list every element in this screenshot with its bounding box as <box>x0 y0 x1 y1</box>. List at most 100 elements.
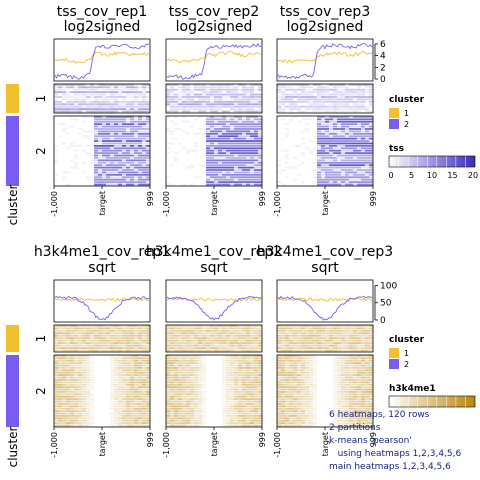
heatmap-cell <box>210 125 215 128</box>
heatmap-cell <box>353 144 358 147</box>
heatmap-cell <box>357 405 362 408</box>
heatmap-cell <box>122 178 127 181</box>
heatmap-cell <box>333 412 338 415</box>
heatmap-cell <box>198 415 203 417</box>
heatmap-cell <box>54 329 59 332</box>
heatmap-cell <box>54 419 59 422</box>
heatmap-cell <box>365 422 370 424</box>
heatmap-cell <box>190 393 195 396</box>
heatmap-cell <box>198 347 203 349</box>
heatmap-cell <box>110 125 115 128</box>
heatmap-cell <box>285 415 290 417</box>
heatmap-cell <box>333 327 338 330</box>
heatmap-cell <box>74 86 79 89</box>
heatmap-cell <box>94 84 99 86</box>
heatmap-cell <box>206 171 211 174</box>
heatmap-cell <box>130 159 135 162</box>
heatmap-cell <box>194 118 199 121</box>
heatmap-cell <box>210 157 215 159</box>
heatmap-cell <box>142 135 147 138</box>
heatmap-cell <box>246 398 251 400</box>
heatmap-cell <box>250 128 255 130</box>
heatmap-cell <box>146 116 151 118</box>
heatmap-cell <box>178 100 183 103</box>
heatmap-cell <box>254 400 259 403</box>
heatmap-cell <box>246 374 251 376</box>
heatmap-cell <box>114 383 119 386</box>
heatmap-cell <box>345 424 350 427</box>
heatmap-cell <box>114 93 119 96</box>
heatmap-cell <box>70 96 75 98</box>
heatmap-cell <box>329 98 334 101</box>
heatmap-cell <box>94 329 99 332</box>
heatmap-cell <box>289 391 294 393</box>
heatmap-cell <box>62 332 67 335</box>
heatmap-cell <box>166 100 171 103</box>
heatmap-cell <box>182 362 187 364</box>
heatmap-cell <box>134 132 139 135</box>
heatmap-cell <box>305 367 310 369</box>
heatmap-cell <box>321 334 326 337</box>
heatmap-cell <box>114 166 119 169</box>
heatmap-cell <box>234 144 239 147</box>
heatmap-cell <box>321 110 326 113</box>
heatmap-cell <box>277 105 282 108</box>
heatmap-cell <box>194 327 199 330</box>
heatmap-cell <box>122 407 127 410</box>
heatmap-cell <box>134 125 139 128</box>
heatmap-cell <box>297 371 302 374</box>
heatmap-cell <box>285 105 290 108</box>
heatmap-cell <box>353 405 358 408</box>
heatmap-cell <box>186 357 191 360</box>
heatmap-cell <box>110 374 115 376</box>
heatmap-cell <box>66 362 71 364</box>
heatmap-cell <box>134 103 139 106</box>
heatmap-cell <box>130 84 135 86</box>
heatmap-cell <box>281 367 286 369</box>
heatmap-cell <box>285 391 290 393</box>
heatmap-cell <box>178 84 183 86</box>
heatmap-cell <box>174 347 179 349</box>
heatmap-cell <box>206 116 211 118</box>
heatmap-cell <box>230 362 235 364</box>
heatmap-cell <box>106 135 111 138</box>
heatmap-cell <box>82 329 87 332</box>
heatmap-cell <box>250 342 255 345</box>
heatmap-cell <box>277 383 282 386</box>
heatmap-cell <box>341 149 346 152</box>
heatmap-cell <box>289 383 294 386</box>
heatmap-cell <box>313 103 318 106</box>
heatmap-cell <box>333 334 338 337</box>
heatmap-cell <box>301 374 306 376</box>
heatmap-cell <box>186 393 191 396</box>
heatmap-cell <box>186 367 191 369</box>
heatmap-cell <box>369 178 374 181</box>
heatmap-cell <box>78 417 83 420</box>
heatmap-cell <box>182 337 187 340</box>
heatmap-cell <box>138 332 143 335</box>
heatmap-cell <box>238 159 243 162</box>
heatmap-cell <box>202 405 207 408</box>
heatmap-cell <box>206 88 211 91</box>
heatmap-cell <box>166 329 171 332</box>
heatmap-cell <box>66 86 71 89</box>
heatmap-cell <box>345 339 350 342</box>
heatmap-cell <box>333 405 338 408</box>
heatmap-cell <box>138 142 143 145</box>
heatmap-cell <box>106 164 111 167</box>
heatmap-cell <box>277 376 282 379</box>
heatmap-cell <box>254 118 259 121</box>
info-line: main heatmaps 1,2,3,4,5,6 <box>329 462 451 472</box>
heatmap-cell <box>226 395 231 398</box>
heatmap-cell <box>325 181 330 183</box>
heatmap-cell <box>258 369 263 372</box>
heatmap-cell <box>146 147 151 150</box>
heatmap-cell <box>190 183 195 186</box>
heatmap-cell <box>337 128 342 130</box>
heatmap-cell <box>94 135 99 138</box>
heatmap-cell <box>258 103 263 106</box>
heatmap-cell <box>134 135 139 138</box>
heatmap-cell <box>78 359 83 362</box>
heatmap-cell <box>222 130 227 133</box>
heatmap-cell <box>333 376 338 379</box>
